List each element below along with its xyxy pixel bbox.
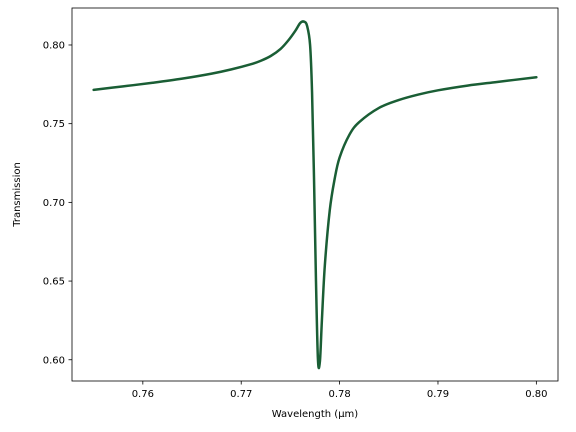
x-tick-label: 0.80	[525, 389, 547, 400]
y-tick-label: 0.70	[43, 198, 65, 209]
series-line	[92, 20, 538, 370]
y-tick-label: 0.60	[43, 355, 65, 366]
x-tick-label: 0.77	[230, 389, 252, 400]
x-axis-ticks: 0.76 0.77 0.78 0.79 0.80	[132, 381, 547, 400]
x-tick-label: 0.79	[427, 389, 449, 400]
y-tick-label: 0.65	[43, 277, 65, 288]
y-axis-ticks: 0.60 0.65 0.70 0.75 0.80	[43, 40, 72, 366]
x-tick-label: 0.76	[132, 389, 154, 400]
plot-area	[92, 20, 538, 370]
x-tick-label: 0.78	[328, 389, 350, 400]
y-tick-label: 0.75	[43, 119, 65, 130]
x-axis-label: Wavelength (μm)	[272, 409, 359, 420]
y-axis-label: Transmission	[12, 162, 23, 228]
plot-frame	[71, 7, 559, 382]
y-tick-label: 0.80	[43, 40, 65, 51]
